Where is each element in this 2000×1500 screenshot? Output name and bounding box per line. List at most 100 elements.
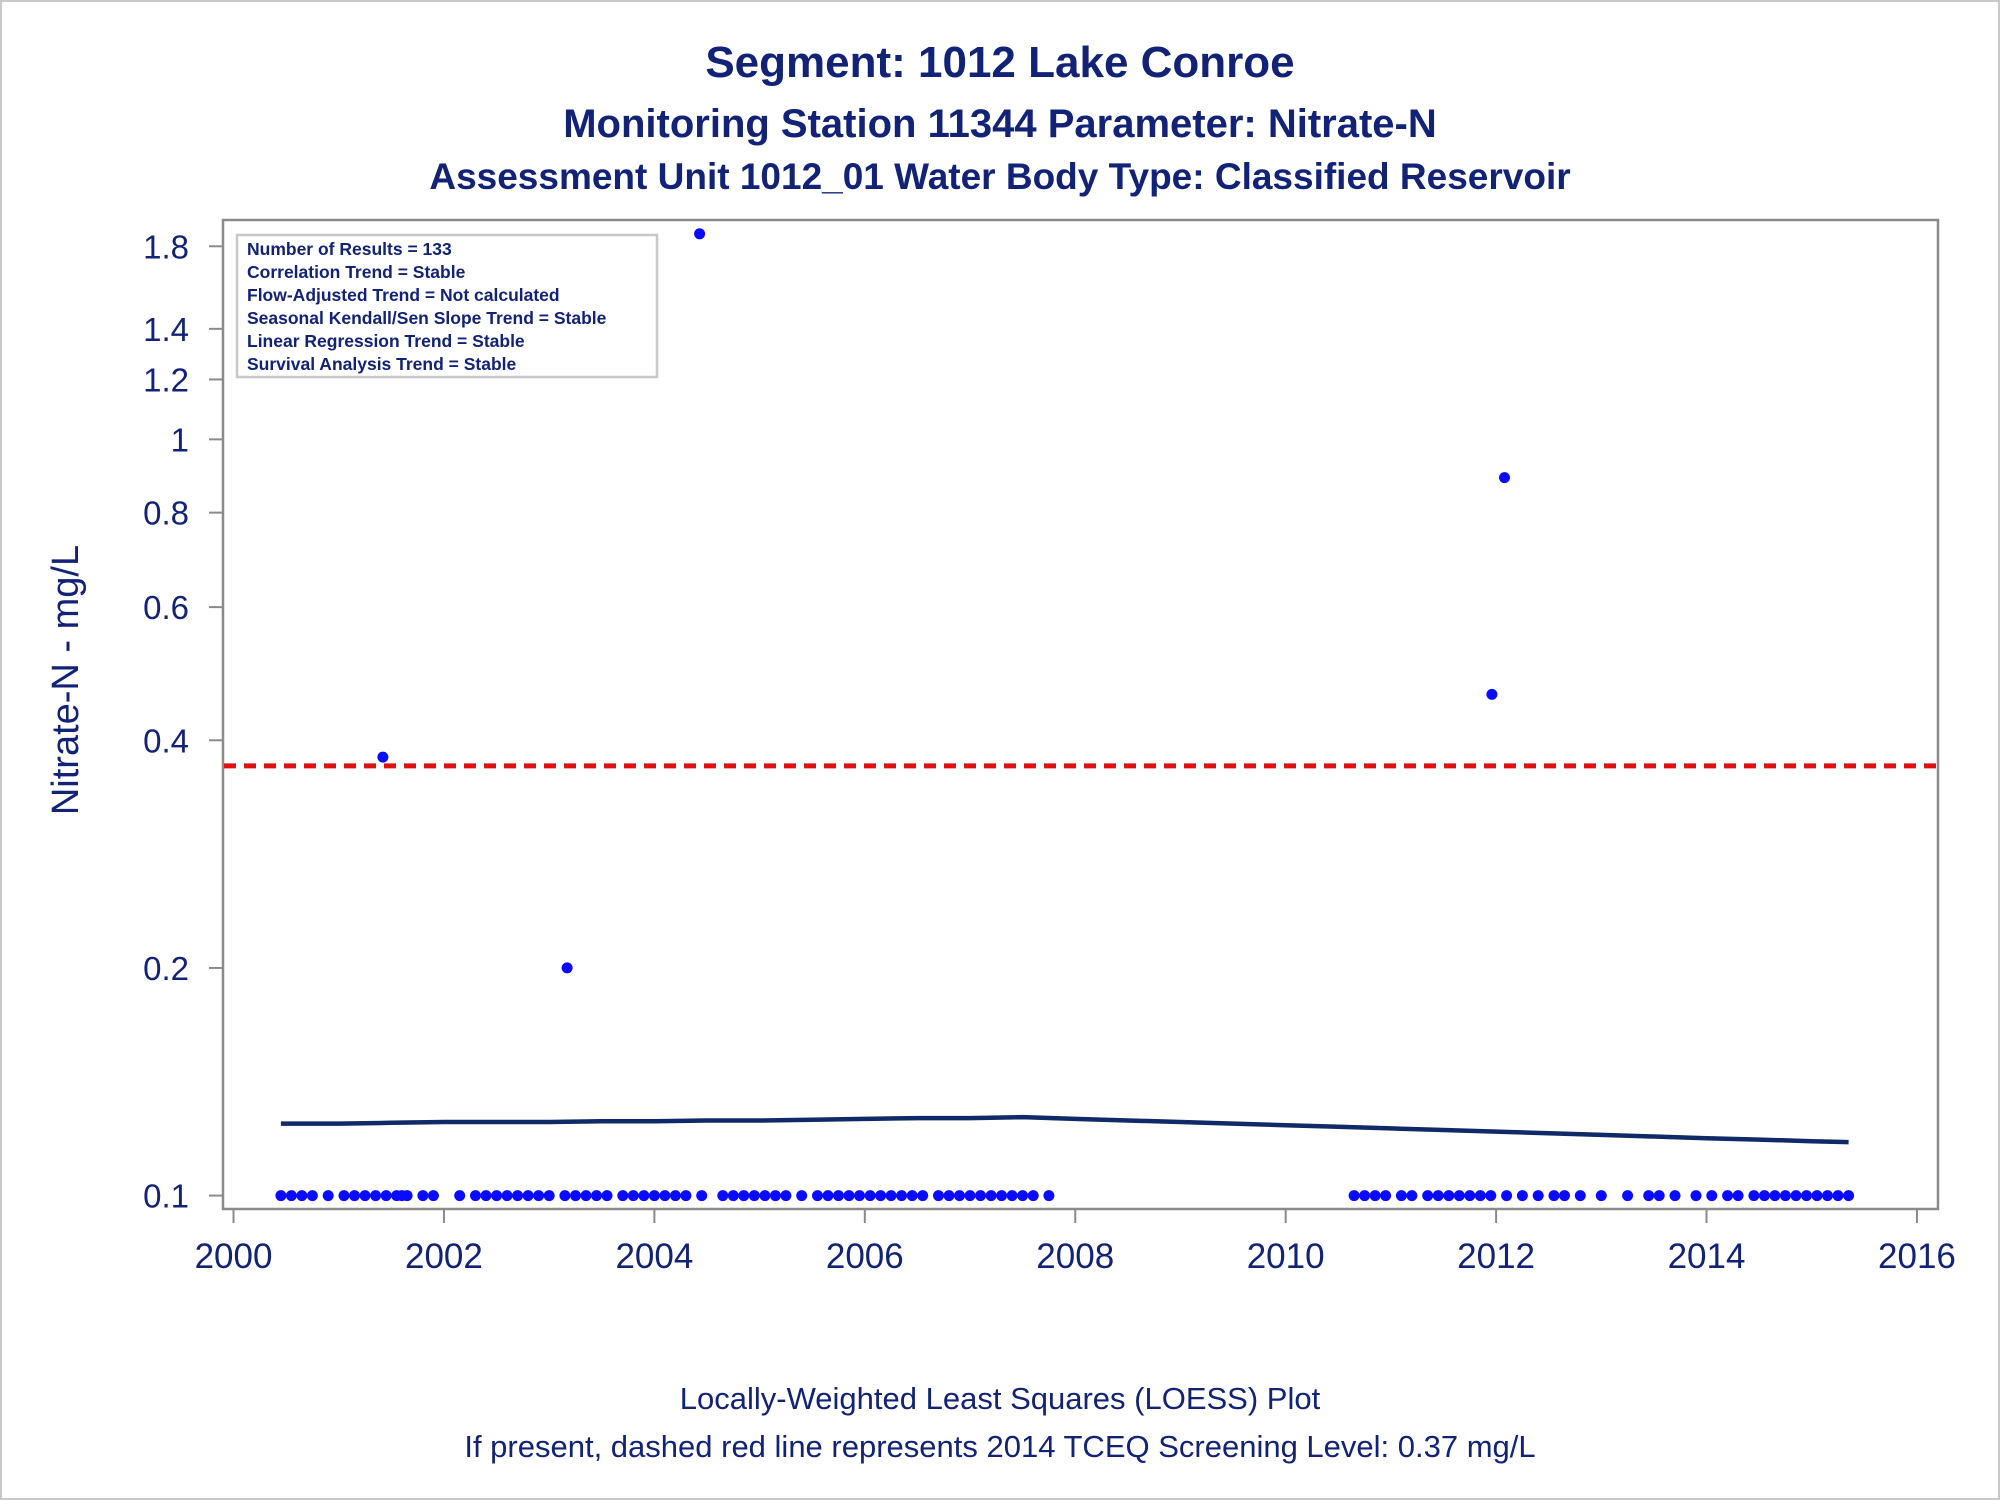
y-tick-label: 1.8: [143, 228, 189, 265]
data-point: [1559, 1190, 1570, 1202]
stats-box-border: [235, 233, 659, 379]
data-point: [1422, 1190, 1434, 1202]
data-point: [875, 1190, 887, 1202]
data-point: [512, 1190, 524, 1202]
data-point: [338, 1190, 350, 1202]
data-point: [996, 1190, 1008, 1202]
data-point: [1464, 1190, 1476, 1202]
stats-line: Linear Regression Trend = Stable: [247, 331, 525, 351]
data-point: [1622, 1190, 1634, 1202]
data-point: [638, 1190, 650, 1202]
data-point: [1779, 1190, 1791, 1202]
data-point: [1653, 1190, 1665, 1202]
data-point: [738, 1190, 750, 1202]
data-point: [975, 1190, 986, 1202]
data-point: [864, 1190, 876, 1202]
data-point: [533, 1190, 545, 1202]
data-point: [570, 1190, 581, 1202]
footnote-screening: If present, dashed red line represents 2…: [464, 1429, 1536, 1464]
data-point: [617, 1190, 629, 1202]
x-tick-label: 2006: [826, 1237, 904, 1276]
plot-area: [221, 218, 1940, 1211]
data-point: [1017, 1190, 1029, 1202]
y-tick-label: 0.4: [143, 722, 189, 759]
x-tick-label: 2016: [1878, 1237, 1956, 1276]
data-point: [833, 1190, 844, 1202]
data-point: [1043, 1190, 1055, 1202]
data-point: [1595, 1190, 1607, 1202]
chart-subtitle-station: Monitoring Station 11344 Parameter: Nitr…: [563, 102, 1437, 146]
stats-line: Survival Analysis Trend = Stable: [247, 354, 517, 374]
data-point: [580, 1190, 592, 1202]
data-point: [306, 1190, 318, 1202]
data-point: [648, 1190, 660, 1202]
data-point: [380, 1190, 392, 1202]
y-tick-label: 1.4: [143, 311, 189, 348]
data-point: [522, 1190, 534, 1202]
data-point: [1406, 1190, 1418, 1202]
data-point: [1474, 1190, 1486, 1202]
data-point: [285, 1190, 297, 1202]
data-point: [396, 1190, 408, 1202]
loess-line: [280, 1114, 1849, 1145]
data-point: [1769, 1190, 1781, 1202]
data-point: [470, 1190, 481, 1202]
data-point: [359, 1190, 371, 1202]
data-point: [1801, 1190, 1812, 1202]
y-tick-label: 0.1: [143, 1178, 189, 1215]
data-point: [780, 1190, 792, 1202]
data-point: [933, 1190, 944, 1202]
data-point: [1690, 1190, 1702, 1202]
y-axis-label: Nitrate-N - mg/L: [45, 545, 87, 815]
data-point: [627, 1190, 639, 1202]
y-tick-label: 0.8: [143, 495, 189, 532]
data-point: [896, 1190, 908, 1202]
data-point: [964, 1190, 976, 1202]
data-point: [748, 1190, 760, 1202]
data-point: [759, 1190, 771, 1202]
stats-line: Number of Results = 133: [247, 239, 452, 259]
x-tick-label: 2010: [1247, 1237, 1325, 1276]
x-tick-label: 2002: [405, 1237, 483, 1276]
data-point: [669, 1190, 681, 1202]
data-point: [717, 1190, 729, 1202]
data-point: [812, 1190, 823, 1202]
data-point: [1811, 1190, 1823, 1202]
x-tick-label: 2012: [1457, 1237, 1535, 1276]
data-point: [1643, 1190, 1655, 1202]
data-point: [1027, 1190, 1039, 1202]
data-point: [985, 1190, 997, 1202]
data-point: [1516, 1190, 1528, 1202]
data-point: [1748, 1190, 1760, 1202]
stats-box: Number of Results = 133 Correlation Tren…: [235, 233, 659, 379]
data-point: [796, 1190, 808, 1202]
x-tick-label: 2004: [615, 1237, 693, 1276]
data-point: [1722, 1190, 1734, 1202]
data-point: [480, 1190, 492, 1202]
points-group: [275, 228, 1855, 1202]
data-point: [1669, 1190, 1681, 1202]
data-point: [559, 1190, 571, 1202]
data-point: [954, 1190, 965, 1202]
data-point: [854, 1190, 865, 1202]
data-point: [377, 751, 389, 763]
x-tick-label: 2000: [195, 1237, 273, 1276]
data-point: [561, 962, 573, 974]
data-point: [1574, 1190, 1586, 1202]
data-point: [1359, 1190, 1371, 1202]
data-point: [843, 1190, 855, 1202]
data-point: [501, 1190, 513, 1202]
y-tick-label: 0.2: [143, 950, 189, 987]
y-tick-label: 1: [171, 421, 189, 458]
data-point: [491, 1190, 503, 1202]
data-point: [1843, 1190, 1855, 1202]
stats-line: Flow-Adjusted Trend = Not calculated: [247, 285, 560, 305]
data-point: [1443, 1190, 1455, 1202]
footnote-loess: Locally-Weighted Least Squares (LOESS) P…: [679, 1381, 1321, 1416]
data-point: [822, 1190, 834, 1202]
data-point: [1395, 1190, 1407, 1202]
data-point: [943, 1190, 955, 1202]
data-point: [1380, 1190, 1392, 1202]
chart-title: Segment: 1012 Lake Conroe: [705, 38, 1295, 87]
data-point: [769, 1190, 781, 1202]
